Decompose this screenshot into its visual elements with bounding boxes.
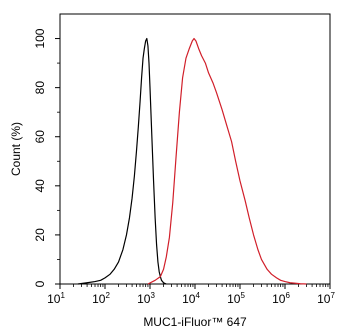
x-tick-label: 106 <box>272 291 290 306</box>
y-axis-ticks: 0 20 40 60 80 100 <box>33 28 60 287</box>
x-tick-label: 103 <box>137 291 155 306</box>
x-axis-ticks: 101 102 103 104 105 106 107 <box>47 284 335 306</box>
y-tick-label: 100 <box>33 28 47 48</box>
x-tick-label: 102 <box>92 291 110 306</box>
x-tick-label: 104 <box>182 291 200 306</box>
y-tick-label: 60 <box>33 130 47 144</box>
series-layer <box>77 37 307 285</box>
series-line-1 <box>77 37 167 285</box>
x-axis-title: MUC1-iFluor™ 647 <box>143 315 247 329</box>
x-tick-label: 105 <box>227 291 245 306</box>
y-tick-label: 20 <box>33 228 47 242</box>
series-line-2 <box>147 37 307 285</box>
y-tick-label: 0 <box>33 280 47 287</box>
plot-border <box>59 13 331 285</box>
plot-frame <box>59 13 331 285</box>
x-tick-label: 101 <box>47 291 65 306</box>
y-tick-label: 80 <box>33 81 47 95</box>
y-axis-title: Count (%) <box>9 122 23 176</box>
x-tick-label: 107 <box>317 291 335 306</box>
y-tick-label: 40 <box>33 179 47 193</box>
